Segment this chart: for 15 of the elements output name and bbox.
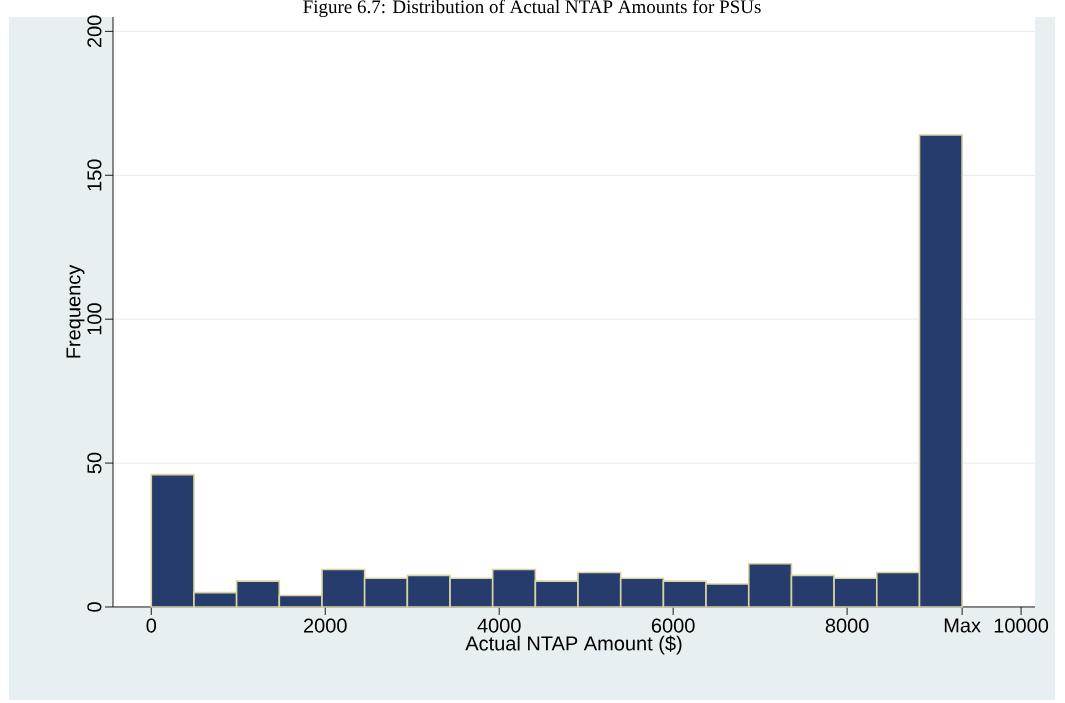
x-tick-label: 6000 (651, 618, 695, 633)
x-tick-label: 8000 (825, 618, 869, 633)
x-tick-label: 0 (146, 618, 157, 633)
y-tick-label: 0 (87, 602, 102, 612)
chart-title: Figure 6.7: Distribution of Actual NTAP Amounts for PSUs (303, 0, 761, 18)
y-tick-label: 200 (87, 15, 102, 48)
x-axis-title: Actual NTAP Amount ($) (465, 635, 682, 655)
x-tick-label: 4000 (477, 618, 521, 633)
y-axis-title: Frequency (66, 264, 85, 358)
x-tick-label: 10000 (994, 618, 1049, 633)
y-tick-label: 150 (87, 159, 102, 191)
y-tick-label: 100 (87, 303, 102, 335)
y-tick-label: 50 (87, 452, 102, 474)
x-tick-label: 2000 (304, 618, 347, 633)
x-tick-label: Max (944, 618, 981, 633)
